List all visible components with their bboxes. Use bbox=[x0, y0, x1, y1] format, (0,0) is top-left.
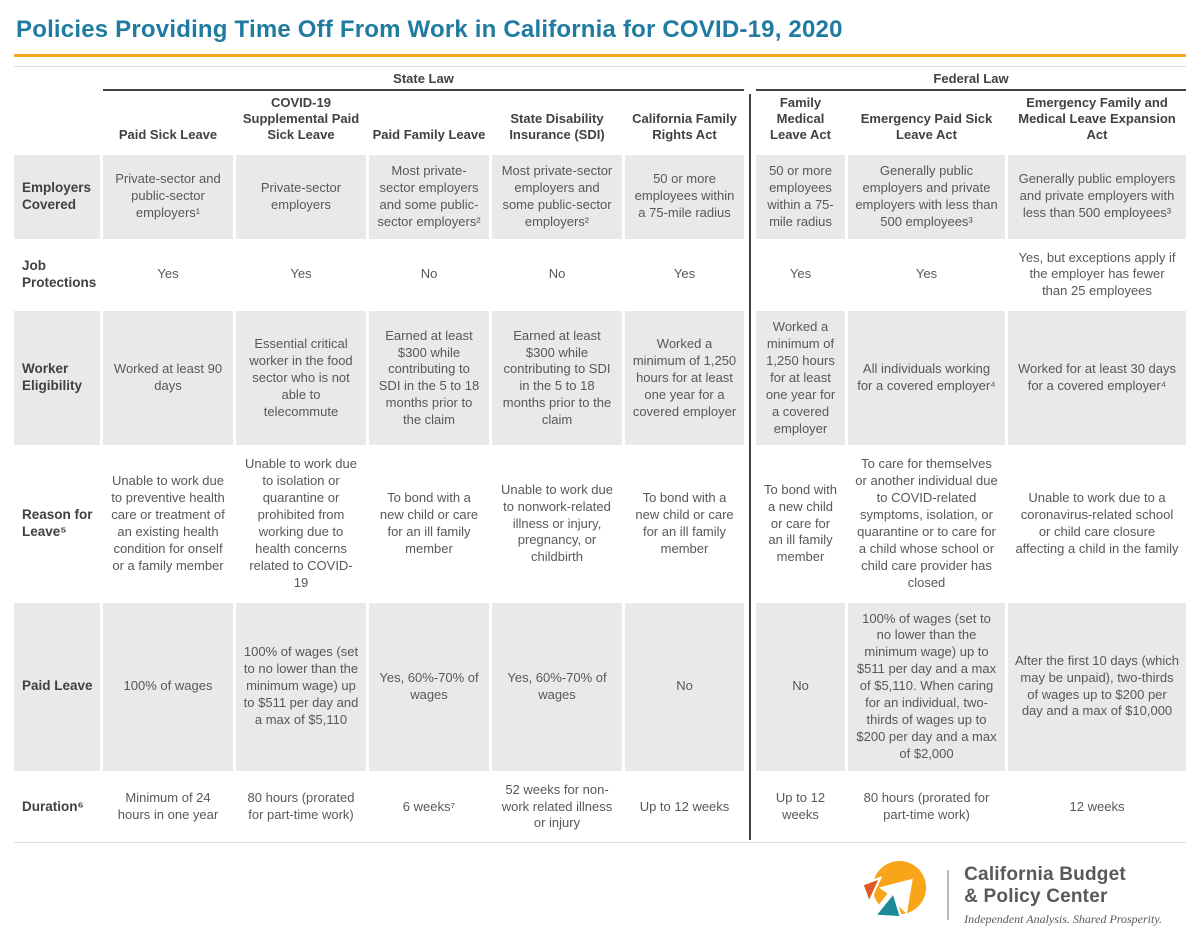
logo-tagline: Independent Analysis. Shared Prosperity. bbox=[964, 911, 1162, 926]
table-cell: No bbox=[625, 602, 744, 771]
table-cell: Yes bbox=[673, 266, 696, 282]
column-header: COVID-19 Supplemental Paid Sick Leave bbox=[242, 95, 360, 143]
table-cell: 100% of wages (set to no lower than the … bbox=[236, 602, 366, 771]
column-header: Paid Family Leave bbox=[372, 127, 486, 143]
logo-separator bbox=[947, 870, 950, 921]
table-cell: Unable to work due to preventive health … bbox=[111, 473, 225, 573]
table-cell: No bbox=[420, 266, 438, 282]
row-label: Paid Leave bbox=[14, 602, 100, 771]
table-cell: Unable to work due to a coronavirus-rela… bbox=[1015, 490, 1179, 556]
table-cell: 100% of wages (set to no lower than the … bbox=[848, 602, 1005, 771]
table-cell: 100% of wages bbox=[103, 602, 233, 771]
table-cell: 6 weeks⁷ bbox=[402, 798, 456, 814]
group-header-0: State Law bbox=[103, 67, 744, 91]
table-cell: Yes bbox=[157, 266, 179, 282]
row-label: Employers Covered bbox=[14, 155, 100, 239]
table-cell: Yes, 60%-70% of wages bbox=[492, 602, 622, 771]
table-cell: Yes bbox=[915, 266, 938, 282]
table-cell: Private-sector and public-sector employe… bbox=[103, 155, 233, 239]
policies-table: State Law Federal Law Paid Sick Leave COVID… bbox=[14, 66, 1186, 844]
table-cell: Worked at least 90 days bbox=[103, 311, 233, 446]
table-cell: Yes bbox=[789, 266, 812, 282]
table-cell: To bond with a new child or care for an … bbox=[764, 481, 837, 565]
table-cell: Yes bbox=[290, 266, 312, 282]
table-cell: Worked a minimum of 1,250 hours for at l… bbox=[756, 311, 845, 446]
group-header-1: Federal Law bbox=[756, 67, 1186, 91]
table-cell: Worked a minimum of 1,250 hours for at l… bbox=[625, 311, 744, 446]
column-header: Paid Sick Leave bbox=[118, 127, 218, 143]
footer: California Budget & Policy Center Indepe… bbox=[14, 855, 1162, 935]
title-accent-rule bbox=[14, 54, 1186, 57]
table-cell: Generally public employers and private e… bbox=[848, 155, 1005, 239]
table-cell: Unable to work due to nonwork-related il… bbox=[500, 481, 613, 565]
table-cell: Essential critical worker in the food se… bbox=[236, 311, 366, 446]
row-label: Worker Eligibility bbox=[14, 311, 100, 446]
table-cell: Most private-sector employers and some p… bbox=[369, 155, 489, 239]
column-header: Emergency Family and Medical Leave Expan… bbox=[1018, 95, 1176, 143]
table-cell: Earned at least $300 while contributing … bbox=[369, 311, 489, 446]
column-header: California Family Rights Act bbox=[632, 111, 737, 143]
california-budget-policy-center-logo-icon bbox=[858, 861, 927, 933]
logo-text: California Budget & Policy Center Indepe… bbox=[964, 864, 1162, 927]
table-cell: Minimum of 24 hours in one year bbox=[117, 790, 219, 822]
table-cell: Most private-sector employers and some p… bbox=[492, 155, 622, 239]
table-cell: Up to 12 weeks bbox=[775, 790, 826, 822]
table-cell: To bond with a new child or care for an … bbox=[379, 490, 479, 556]
table-cell: 80 hours (prorated for part-time work) bbox=[247, 790, 355, 822]
table-cell: No bbox=[548, 266, 566, 282]
table-cell: 50 or more employees within a 75-mile ra… bbox=[756, 155, 845, 239]
table-cell: Private-sector employers bbox=[236, 155, 366, 239]
table-cell: To care for themselves or another indivi… bbox=[855, 456, 998, 590]
table-cell: Generally public employers and private e… bbox=[1008, 155, 1186, 239]
row-label: Reason for Leave⁵ bbox=[22, 507, 93, 540]
column-header: Family Medical Leave Act bbox=[770, 95, 831, 143]
table-cell: After the first 10 days (which may be un… bbox=[1008, 602, 1186, 771]
table-cell: Earned at least $300 while contributing … bbox=[492, 311, 622, 446]
table-cell: Yes, 60%-70% of wages bbox=[369, 602, 489, 771]
table-cell: 12 weeks bbox=[1069, 798, 1125, 814]
column-header: Emergency Paid Sick Leave Act bbox=[860, 111, 993, 143]
table-cell: No bbox=[756, 602, 845, 771]
table-cell: Worked for at least 30 days for a covere… bbox=[1008, 311, 1186, 446]
state-federal-divider bbox=[749, 94, 751, 841]
table-cell: Up to 12 weeks bbox=[639, 798, 730, 814]
table-grid: State Law Federal Law Paid Sick Leave COVID… bbox=[14, 67, 1186, 841]
page: Policies Providing Time Off From Work in… bbox=[14, 16, 1186, 926]
logo-name-line2: & Policy Center bbox=[964, 886, 1108, 908]
row-label: Job Protections bbox=[22, 258, 97, 290]
logo-name-line1: California Budget bbox=[964, 863, 1126, 885]
page-title: Policies Providing Time Off From Work in… bbox=[16, 16, 843, 43]
column-header: State Disability Insurance (SDI) bbox=[509, 111, 605, 143]
table-cell: Yes, but exceptions apply if the employe… bbox=[1018, 249, 1176, 299]
table-cell: 50 or more employees within a 75-mile ra… bbox=[625, 155, 744, 239]
table-cell: 52 weeks for non-work related illness or… bbox=[501, 781, 613, 831]
table-cell: All individuals working for a covered em… bbox=[848, 311, 1005, 446]
table-cell: Unable to work due to isolation or quara… bbox=[244, 456, 357, 590]
table-cell: To bond with a new child or care for an … bbox=[635, 490, 734, 556]
table-cell: 80 hours (prorated for part-time work) bbox=[863, 790, 990, 822]
row-label: Duration⁶ bbox=[22, 798, 84, 814]
